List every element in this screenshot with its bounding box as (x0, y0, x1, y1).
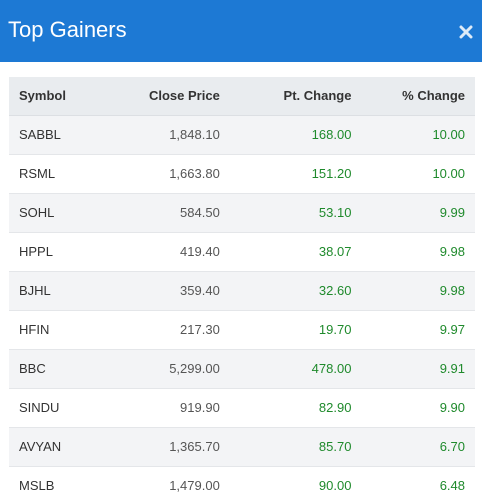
modal-header: Top Gainers (0, 0, 482, 62)
cell-close-price: 5,299.00 (113, 349, 230, 389)
table-row[interactable]: SINDU 919.90 82.90 9.90 (9, 388, 475, 428)
table-row[interactable]: HFIN 217.30 19.70 9.97 (9, 310, 475, 350)
cell-pt-change: 168.00 (229, 115, 362, 155)
modal-body: Symbol Close Price Pt. Change % Change S… (0, 62, 482, 502)
cell-symbol: HFIN (9, 310, 114, 350)
table-row[interactable]: MSLB 1,479.00 90.00 6.48 (9, 466, 475, 502)
cell-pct-change: 9.91 (361, 349, 475, 389)
cell-close-price: 1,365.70 (113, 427, 230, 467)
table-row[interactable]: HPPL 419.40 38.07 9.98 (9, 232, 475, 272)
cell-pt-change: 90.00 (229, 466, 362, 502)
header-pct-change[interactable]: % Change (361, 77, 475, 116)
table-row[interactable]: RSML 1,663.80 151.20 10.00 (9, 154, 475, 194)
close-icon (459, 25, 473, 39)
cell-close-price: 1,663.80 (113, 154, 230, 194)
cell-symbol: HPPL (9, 232, 114, 272)
cell-close-price: 419.40 (113, 232, 230, 272)
modal-title: Top Gainers (8, 17, 127, 42)
table-header: Symbol Close Price Pt. Change % Change (9, 77, 475, 116)
cell-pct-change: 9.98 (361, 271, 475, 311)
table-body: SABBL 1,848.10 168.00 10.00 RSML 1,663.8… (9, 115, 475, 502)
cell-symbol: SABBL (9, 115, 114, 155)
header-row: Symbol Close Price Pt. Change % Change (9, 77, 475, 116)
cell-symbol: SINDU (9, 388, 114, 428)
cell-symbol: AVYAN (9, 427, 114, 467)
table-row[interactable]: AVYAN 1,365.70 85.70 6.70 (9, 427, 475, 467)
cell-symbol: BBC (9, 349, 114, 389)
cell-pct-change: 10.00 (361, 115, 475, 155)
gainers-table: Symbol Close Price Pt. Change % Change S… (9, 77, 475, 502)
cell-symbol: RSML (9, 154, 114, 194)
cell-pt-change: 32.60 (229, 271, 362, 311)
cell-pt-change: 151.20 (229, 154, 362, 194)
cell-symbol: SOHL (9, 193, 114, 233)
cell-symbol: MSLB (9, 466, 114, 502)
table-row[interactable]: BJHL 359.40 32.60 9.98 (9, 271, 475, 311)
cell-close-price: 1,848.10 (113, 115, 230, 155)
cell-pt-change: 478.00 (229, 349, 362, 389)
table-row[interactable]: BBC 5,299.00 478.00 9.91 (9, 349, 475, 389)
table-row[interactable]: SABBL 1,848.10 168.00 10.00 (9, 115, 475, 155)
header-pt-change[interactable]: Pt. Change (229, 77, 362, 116)
cell-pt-change: 82.90 (229, 388, 362, 428)
cell-close-price: 1,479.00 (113, 466, 230, 502)
header-symbol[interactable]: Symbol (9, 77, 114, 116)
cell-symbol: BJHL (9, 271, 114, 311)
cell-pt-change: 85.70 (229, 427, 362, 467)
cell-pct-change: 6.70 (361, 427, 475, 467)
cell-pct-change: 9.97 (361, 310, 475, 350)
table-row[interactable]: SOHL 584.50 53.10 9.99 (9, 193, 475, 233)
close-button[interactable] (454, 20, 478, 44)
cell-pct-change: 9.98 (361, 232, 475, 272)
cell-close-price: 217.30 (113, 310, 230, 350)
header-close-price[interactable]: Close Price (113, 77, 230, 116)
cell-close-price: 919.90 (113, 388, 230, 428)
cell-pct-change: 10.00 (361, 154, 475, 194)
cell-close-price: 359.40 (113, 271, 230, 311)
cell-pct-change: 6.48 (361, 466, 475, 502)
cell-pt-change: 53.10 (229, 193, 362, 233)
cell-pt-change: 19.70 (229, 310, 362, 350)
cell-close-price: 584.50 (113, 193, 230, 233)
cell-pt-change: 38.07 (229, 232, 362, 272)
cell-pct-change: 9.99 (361, 193, 475, 233)
cell-pct-change: 9.90 (361, 388, 475, 428)
